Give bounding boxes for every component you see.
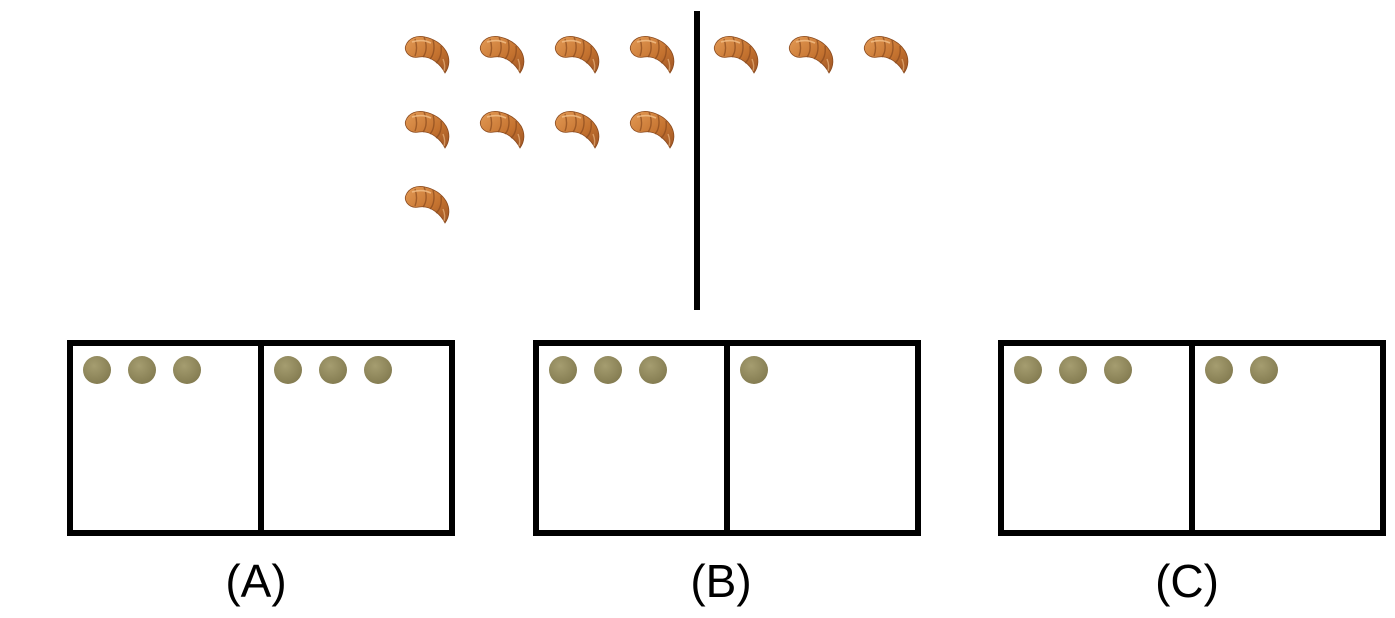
croissant-icon xyxy=(404,110,450,149)
counter-dot xyxy=(173,356,201,384)
counter-dot xyxy=(364,356,392,384)
croissant-group-right xyxy=(713,35,909,74)
counter-dot xyxy=(274,356,302,384)
croissant-icon xyxy=(629,35,675,74)
answer-options xyxy=(67,340,1386,536)
croissant-icon xyxy=(863,35,909,74)
option-b-box[interactable] xyxy=(533,340,921,536)
croissant-icon xyxy=(404,185,450,224)
croissant-icon xyxy=(404,35,450,74)
croissant-icon xyxy=(554,110,600,149)
croissant-icon xyxy=(554,35,600,74)
counter-dot xyxy=(1250,356,1278,384)
counter-dot xyxy=(1059,356,1087,384)
counter-dot xyxy=(639,356,667,384)
croissant-icon xyxy=(479,35,525,74)
counter-dot xyxy=(1104,356,1132,384)
croissant-icon xyxy=(713,35,759,74)
option-c-box[interactable] xyxy=(998,340,1386,536)
counter-dot xyxy=(549,356,577,384)
croissant-icon xyxy=(479,110,525,149)
counter-dot xyxy=(83,356,111,384)
croissant-group-left xyxy=(404,35,675,224)
counter-dot xyxy=(319,356,347,384)
counter-dot xyxy=(740,356,768,384)
counter-dot xyxy=(594,356,622,384)
option-c-label[interactable]: (C) xyxy=(1155,555,1219,607)
counter-dot xyxy=(1205,356,1233,384)
croissant-icon xyxy=(788,35,834,74)
option-a-label[interactable]: (A) xyxy=(225,555,287,607)
counter-dot xyxy=(1014,356,1042,384)
option-b-label[interactable]: (B) xyxy=(690,555,752,607)
option-a-box[interactable] xyxy=(67,340,455,536)
croissant-icon xyxy=(629,110,675,149)
counter-dot xyxy=(128,356,156,384)
